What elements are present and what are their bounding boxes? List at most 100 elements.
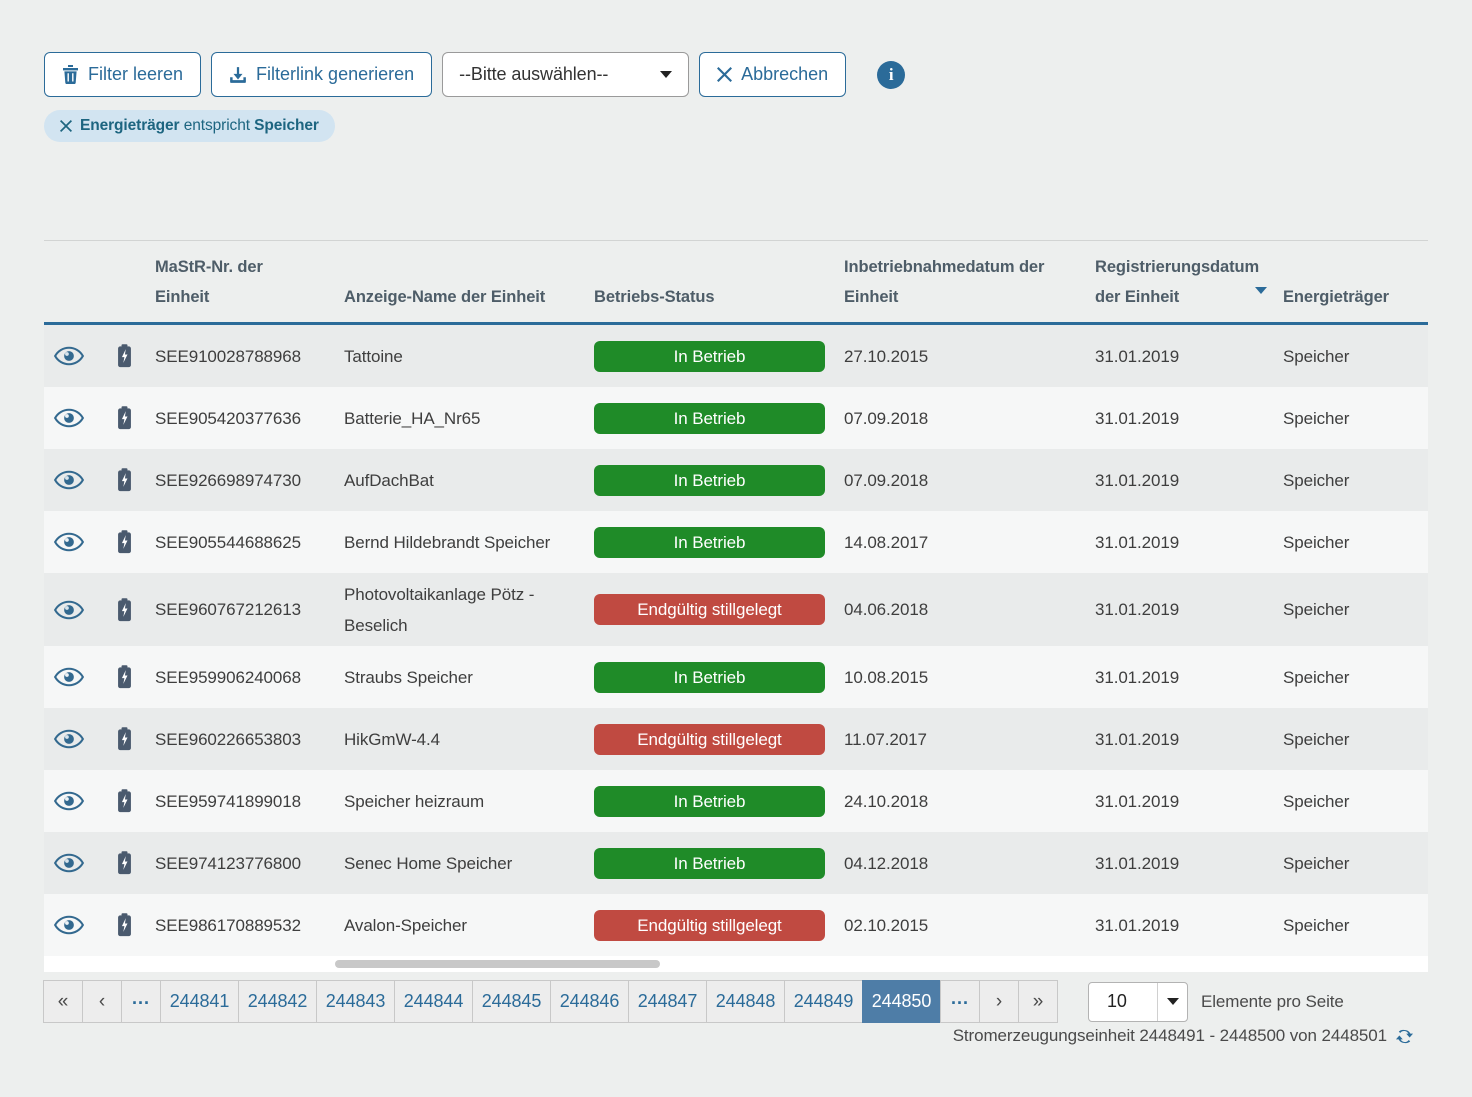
commissioning-date: 04.12.2018: [844, 853, 929, 873]
header-spacer-eye: [44, 241, 94, 322]
view-details-button[interactable]: [44, 346, 94, 366]
status-badge: In Betrieb: [594, 785, 825, 817]
unit-name: AufDachBat: [344, 470, 434, 490]
table-row: SEE974123776800 Senec Home Speicher In B…: [44, 832, 1428, 894]
next-page-button[interactable]: ›: [979, 980, 1019, 1023]
eye-icon: [54, 470, 84, 490]
table-row: SEE959906240068 Straubs Speicher In Betr…: [44, 646, 1428, 708]
view-details-button[interactable]: [44, 470, 94, 490]
unit-name: Straubs Speicher: [344, 667, 473, 687]
unit-name: Senec Home Speicher: [344, 853, 513, 873]
generate-filterlink-label: Filterlink generieren: [256, 64, 415, 84]
commissioning-date: 11.07.2017: [844, 729, 927, 749]
page-button[interactable]: 244847: [628, 980, 707, 1023]
toolbar: Filter leeren Filterlink generieren --Bi…: [44, 52, 1428, 97]
status-badge: In Betrieb: [594, 847, 825, 879]
view-details-button[interactable]: [44, 600, 94, 620]
energy-carrier: Speicher: [1283, 729, 1350, 749]
horizontal-scrollbar[interactable]: [44, 956, 1428, 972]
page-size-select[interactable]: 10: [1088, 981, 1188, 1022]
eye-icon: [54, 346, 84, 366]
column-header-energietraeger[interactable]: Energieträger: [1283, 288, 1389, 306]
view-details-button[interactable]: [44, 791, 94, 811]
column-header-mastr-nr[interactable]: MaStR-Nr. der Einheit: [155, 258, 263, 306]
table-row: SEE926698974730 AufDachBat In Betrieb 07…: [44, 449, 1428, 511]
prev-page-button[interactable]: ‹: [82, 980, 122, 1023]
status-badge: Endgültig stillgelegt: [594, 909, 825, 941]
close-icon: [717, 67, 733, 82]
cancel-button[interactable]: Abbrechen: [699, 52, 847, 97]
view-details-button[interactable]: [44, 729, 94, 749]
units-table: MaStR-Nr. der Einheit Anzeige-Name der E…: [44, 240, 1428, 972]
first-page-button[interactable]: «: [43, 980, 83, 1023]
column-header-registrierungsdatum[interactable]: Registrierungsdatum der Einheit: [1095, 241, 1283, 322]
battery-icon: [94, 913, 155, 937]
energy-carrier: Speicher: [1283, 600, 1350, 619]
info-icon[interactable]: i: [877, 60, 906, 89]
energy-carrier: Speicher: [1283, 853, 1350, 873]
column-header-betriebs-status[interactable]: Betriebs-Status: [594, 288, 715, 306]
clear-filter-button[interactable]: Filter leeren: [44, 52, 202, 97]
registration-date: 31.01.2019: [1095, 667, 1180, 687]
chip-operator: entspricht: [183, 117, 250, 134]
eye-icon: [54, 729, 84, 749]
page-size-value: 10: [1107, 991, 1127, 1011]
page-button[interactable]: 244849: [784, 980, 863, 1023]
column-header-anzeige-name[interactable]: Anzeige-Name der Einheit: [344, 288, 546, 306]
battery-icon: [94, 665, 155, 689]
page-button[interactable]: 244844: [394, 980, 473, 1023]
commissioning-date: 27.10.2015: [844, 346, 929, 366]
status-badge: Endgültig stillgelegt: [594, 723, 825, 755]
view-details-button[interactable]: [44, 667, 94, 687]
unit-id: SEE959741899018: [155, 791, 301, 811]
registration-date: 31.01.2019: [1095, 532, 1180, 552]
registration-date: 31.01.2019: [1095, 470, 1180, 490]
commissioning-date: 10.08.2015: [844, 667, 929, 687]
chip-value: Speicher: [254, 117, 319, 134]
view-details-button[interactable]: [44, 408, 94, 428]
last-page-button[interactable]: »: [1018, 980, 1058, 1023]
page-button[interactable]: 244843: [316, 980, 395, 1023]
battery-icon: [94, 727, 155, 751]
sort-desc-icon[interactable]: [1255, 287, 1267, 294]
chip-remove-icon[interactable]: [60, 120, 72, 132]
view-details-button[interactable]: [44, 532, 94, 552]
table-row: SEE960767212613 Photovoltaikanlage Pötz …: [44, 573, 1428, 646]
energy-carrier: Speicher: [1283, 915, 1350, 935]
view-details-button[interactable]: [44, 915, 94, 935]
unit-id: SEE960767212613: [155, 600, 301, 619]
view-details-button[interactable]: [44, 853, 94, 873]
eye-icon: [54, 532, 84, 552]
column-header-inbetriebnahmedatum[interactable]: Inbetriebnahmedatum der Einheit: [844, 258, 1045, 306]
unit-id: SEE905420377636: [155, 408, 301, 428]
action-select[interactable]: --Bitte auswählen--: [442, 52, 690, 97]
page-button[interactable]: 244842: [238, 980, 317, 1023]
cancel-label: Abbrechen: [741, 64, 829, 84]
page-button[interactable]: 244846: [550, 980, 629, 1023]
commissioning-date: 04.06.2018: [844, 600, 929, 619]
registration-date: 31.01.2019: [1095, 346, 1180, 366]
chip-field: Energieträger: [80, 117, 180, 134]
page-button[interactable]: 244848: [706, 980, 785, 1023]
table-header-row: MaStR-Nr. der Einheit Anzeige-Name der E…: [44, 240, 1428, 325]
energy-carrier: Speicher: [1283, 346, 1350, 366]
header-spacer-type: [94, 241, 155, 322]
trash-icon: [62, 65, 79, 84]
page-button-active[interactable]: 244850: [862, 980, 941, 1023]
battery-icon: [94, 406, 155, 430]
scrollbar-thumb[interactable]: [335, 960, 660, 968]
table-row: SEE960226653803 HikGmW-4.4 Endgültig sti…: [44, 708, 1428, 770]
refresh-icon[interactable]: [1395, 1027, 1414, 1046]
registration-date: 31.01.2019: [1095, 408, 1180, 428]
clear-filter-label: Filter leeren: [88, 64, 184, 84]
page-size-label: Elemente pro Seite: [1201, 991, 1344, 1011]
page-button[interactable]: 244841: [160, 980, 239, 1023]
page-button[interactable]: 244845: [472, 980, 551, 1023]
energy-carrier: Speicher: [1283, 667, 1350, 687]
eye-icon: [54, 915, 84, 935]
filter-chip[interactable]: Energieträger entspricht Speicher: [44, 110, 335, 142]
table-row: SEE905544688625 Bernd Hildebrandt Speich…: [44, 511, 1428, 573]
unit-name: Batterie_HA_Nr65: [344, 408, 481, 428]
table-row: SEE986170889532 Avalon-Speicher Endgülti…: [44, 894, 1428, 956]
generate-filterlink-button[interactable]: Filterlink generieren: [211, 52, 433, 97]
